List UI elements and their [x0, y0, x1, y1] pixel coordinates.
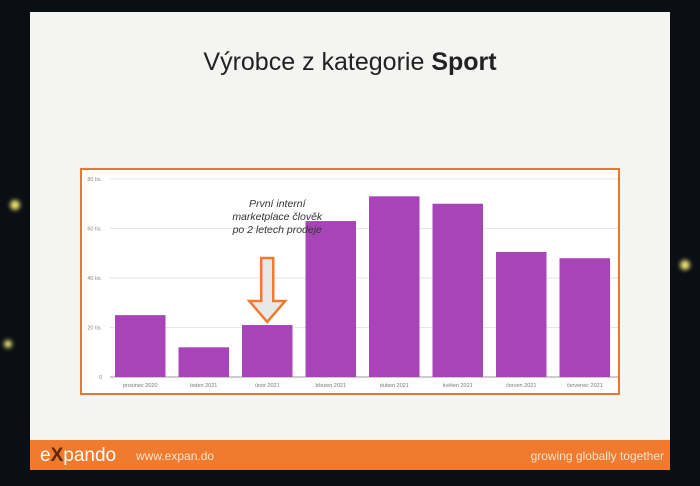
- chart-frame: 0 20 tis. 40 tis. 60 tis. 80 tis. prosinec 20…: [80, 168, 620, 395]
- x-tick-label: leden 2021: [190, 383, 217, 389]
- background-light: [680, 260, 690, 270]
- slide: Výrobce z kategorie Sport 0 20 tis. 40 tis…: [30, 12, 670, 442]
- bar: [432, 203, 483, 377]
- background-light: [10, 200, 20, 210]
- footer-tagline: growing globally together: [530, 449, 664, 463]
- x-tick-label: duben 2021: [380, 383, 409, 389]
- bar: [115, 315, 166, 377]
- y-tick-label: 80 tis.: [87, 177, 102, 183]
- x-tick-label: únor 2021: [255, 383, 280, 389]
- bar: [305, 221, 356, 377]
- bar: [242, 325, 293, 377]
- title-bold-text: Sport: [431, 48, 497, 76]
- y-tick-label: 40 tis.: [87, 276, 102, 282]
- bar: [178, 347, 229, 377]
- x-tick-label: červen 2021: [506, 383, 536, 389]
- bar: [369, 196, 420, 377]
- x-tick-label: prosinec 2020: [123, 383, 158, 389]
- bar-chart: 0 20 tis. 40 tis. 60 tis. 80 tis. prosinec 20…: [87, 177, 618, 389]
- footer-url: www.expan.do: [136, 449, 215, 463]
- title-text: Výrobce z kategorie: [203, 48, 432, 76]
- y-tick-label: 20 tis.: [87, 326, 102, 332]
- bar: [496, 252, 547, 377]
- x-tick-label: květen 2021: [443, 383, 473, 389]
- y-tick-label: 60 tis.: [87, 227, 102, 233]
- x-tick-label: březen 2021: [315, 383, 346, 389]
- footer-bar: eXpando www.expan.do growing globally to…: [30, 440, 670, 470]
- y-tick-label: 0: [99, 375, 102, 381]
- annotation-text: marketplace člověk: [232, 211, 323, 223]
- bar: [559, 258, 610, 377]
- annotation-text: po 2 letech prodeje: [232, 224, 322, 236]
- annotation-text: První interní: [249, 198, 307, 210]
- background-light: [4, 340, 12, 348]
- expando-logo: eXpando: [40, 445, 117, 466]
- down-arrow-icon: [246, 256, 288, 324]
- x-tick-label: červenec 2021: [567, 383, 603, 389]
- slide-title: Výrobce z kategorie Sport: [30, 48, 670, 77]
